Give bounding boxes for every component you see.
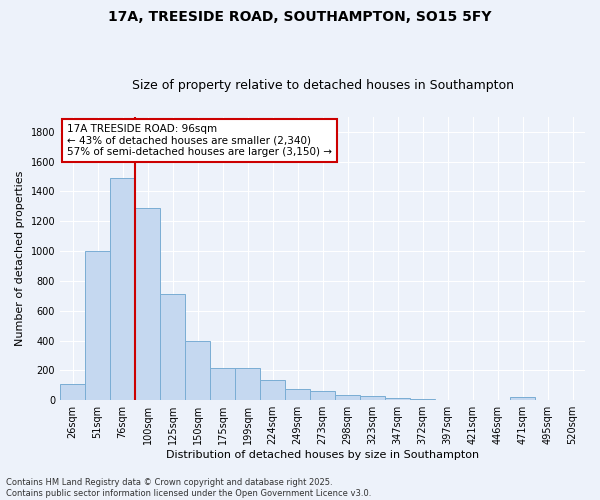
Bar bbox=[335, 395, 360, 400]
Bar bbox=[60, 384, 85, 400]
Bar bbox=[210, 368, 235, 400]
Text: Contains HM Land Registry data © Crown copyright and database right 2025.
Contai: Contains HM Land Registry data © Crown c… bbox=[6, 478, 371, 498]
Bar bbox=[185, 340, 210, 400]
Y-axis label: Number of detached properties: Number of detached properties bbox=[15, 171, 25, 346]
Bar bbox=[85, 251, 110, 400]
Text: 17A, TREESIDE ROAD, SOUTHAMPTON, SO15 5FY: 17A, TREESIDE ROAD, SOUTHAMPTON, SO15 5F… bbox=[108, 10, 492, 24]
X-axis label: Distribution of detached houses by size in Southampton: Distribution of detached houses by size … bbox=[166, 450, 479, 460]
Bar bbox=[235, 368, 260, 400]
Text: 17A TREESIDE ROAD: 96sqm
← 43% of detached houses are smaller (2,340)
57% of sem: 17A TREESIDE ROAD: 96sqm ← 43% of detach… bbox=[67, 124, 332, 157]
Title: Size of property relative to detached houses in Southampton: Size of property relative to detached ho… bbox=[131, 79, 514, 92]
Bar bbox=[385, 398, 410, 400]
Bar bbox=[135, 208, 160, 400]
Bar bbox=[360, 396, 385, 400]
Bar bbox=[110, 178, 135, 400]
Bar bbox=[510, 397, 535, 400]
Bar bbox=[160, 294, 185, 400]
Bar bbox=[285, 389, 310, 400]
Bar bbox=[310, 390, 335, 400]
Bar bbox=[260, 380, 285, 400]
